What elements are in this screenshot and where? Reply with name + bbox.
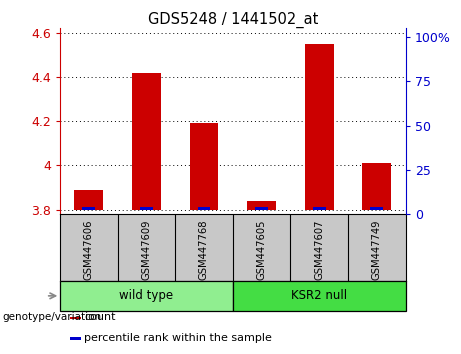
Text: GSM447768: GSM447768: [199, 219, 209, 280]
Bar: [247, 201, 276, 210]
Bar: [140, 207, 153, 210]
Text: GSM447749: GSM447749: [372, 219, 382, 280]
Bar: [74, 190, 103, 210]
Bar: [362, 163, 391, 210]
Bar: [132, 73, 161, 210]
Bar: [70, 317, 81, 320]
Text: GSM447609: GSM447609: [142, 219, 151, 280]
Bar: [255, 207, 268, 210]
Bar: [82, 207, 95, 210]
Bar: [233, 281, 406, 311]
Bar: [313, 207, 326, 210]
Bar: [70, 337, 81, 339]
Bar: [197, 207, 211, 210]
Text: wild type: wild type: [119, 289, 173, 302]
Bar: [305, 44, 334, 210]
Text: GSM447605: GSM447605: [257, 219, 266, 280]
Bar: [370, 207, 384, 210]
Bar: [189, 124, 219, 210]
Text: GSM447607: GSM447607: [314, 219, 324, 280]
Text: GSM447606: GSM447606: [84, 219, 94, 280]
Text: count: count: [84, 313, 116, 322]
Text: KSR2 null: KSR2 null: [291, 289, 347, 302]
Text: percentile rank within the sample: percentile rank within the sample: [84, 332, 272, 343]
Bar: [60, 281, 233, 311]
Text: genotype/variation: genotype/variation: [2, 312, 101, 322]
Title: GDS5248 / 1441502_at: GDS5248 / 1441502_at: [148, 12, 318, 28]
